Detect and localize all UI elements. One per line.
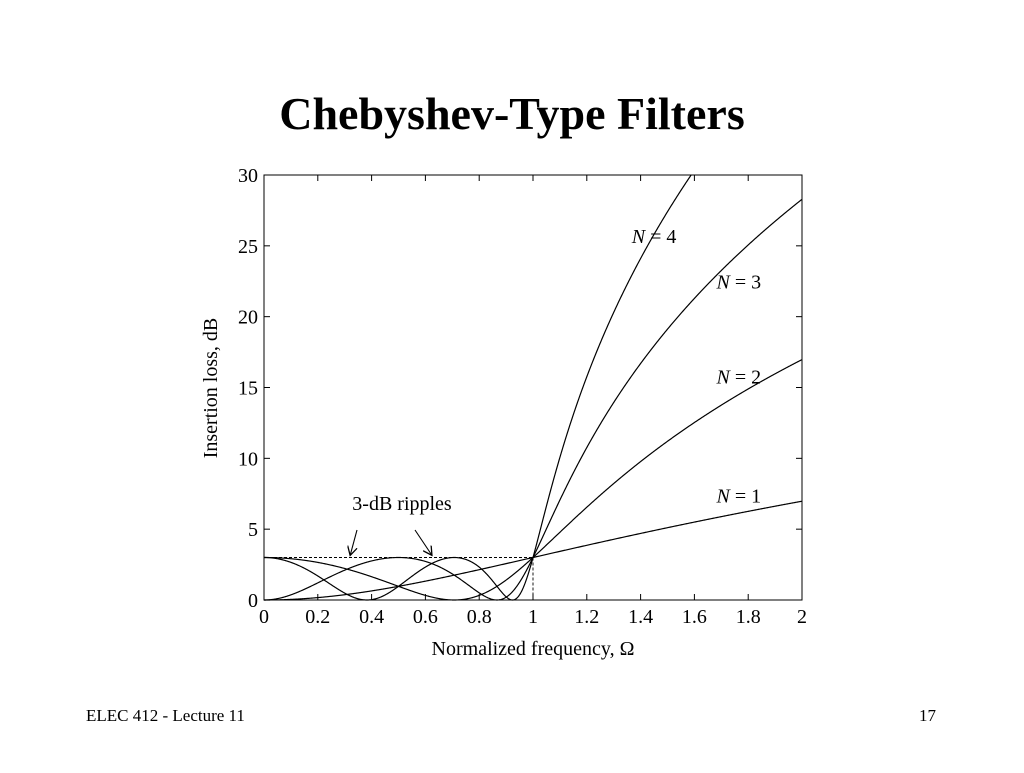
x-tick-label: 1.4 (628, 606, 653, 628)
series-label-n3: N = 3 (715, 271, 761, 293)
y-tick-label: 30 (238, 165, 258, 187)
y-tick-label: 25 (238, 236, 258, 258)
y-tick-label: 10 (238, 448, 258, 470)
y-tick-label: 0 (248, 590, 258, 612)
ripple-arrow (350, 529, 358, 555)
x-tick-label: 0.6 (413, 606, 438, 628)
x-tick-label: 0.8 (467, 606, 492, 628)
x-tick-label: 1 (528, 606, 538, 628)
y-tick-label: 15 (238, 378, 258, 400)
ripple-arrow (414, 529, 431, 555)
x-tick-label: 1.6 (682, 606, 707, 628)
footer-course-label: ELEC 412 - Lecture 11 (86, 706, 245, 725)
curve-n4 (264, 174, 692, 601)
x-axis-ticks: 0 0.2 0.4 0.6 0.8 1 1.2 1.4 1.6 1.8 2 (259, 175, 807, 628)
ripple-arrows (350, 529, 431, 555)
x-tick-label: 0.4 (359, 606, 384, 628)
x-tick-label: 1.2 (574, 606, 599, 628)
series-label-n2: N = 2 (715, 366, 761, 388)
series-labels: N = 1 N = 2 N = 3 N = 4 (631, 226, 761, 507)
slide-title: Chebyshev-Type Filters (279, 88, 745, 139)
footer-page-number: 17 (919, 706, 936, 725)
y-axis-label: Insertion loss, dB (200, 318, 222, 459)
x-tick-label: 0.2 (305, 606, 330, 628)
y-tick-label: 5 (248, 519, 258, 541)
ripple-guides (264, 557, 534, 600)
y-axis-ticks: 0 5 10 15 20 25 30 (238, 165, 802, 612)
x-tick-label: 2 (797, 606, 807, 628)
series-label-n1: N = 1 (715, 485, 761, 507)
x-tick-label: 1.8 (736, 606, 761, 628)
x-axis-label: Normalized frequency, Ω (432, 638, 635, 660)
curve-n3 (264, 198, 803, 601)
series-label-n4: N = 4 (631, 226, 677, 248)
chart-curves (264, 174, 803, 601)
y-tick-label: 20 (238, 307, 258, 329)
ripple-annotation: 3-dB ripples (352, 493, 452, 515)
x-tick-label: 0 (259, 606, 269, 628)
